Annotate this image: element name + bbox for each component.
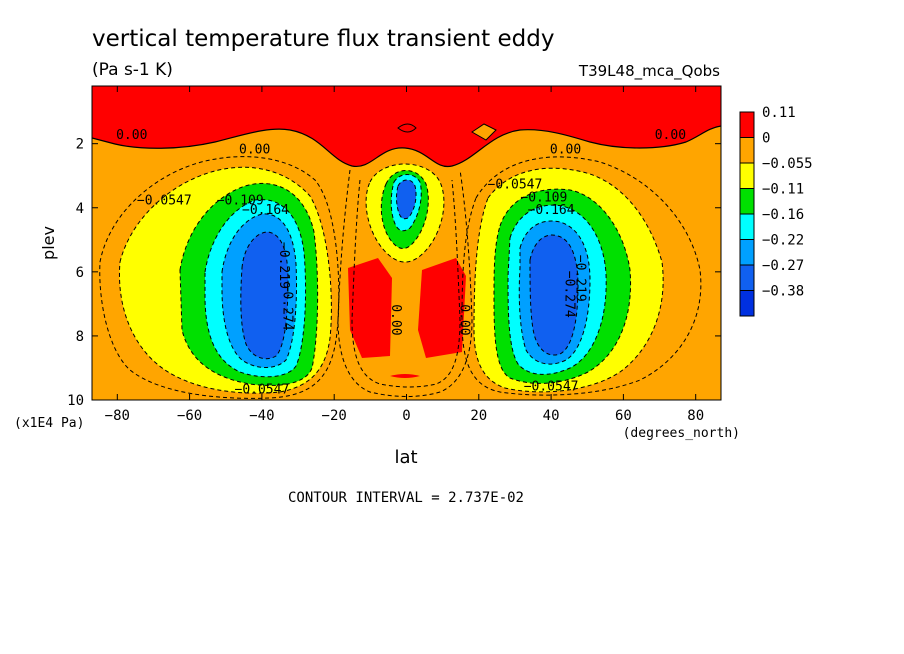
colorbar-swatch [739,137,755,164]
x-tick-label: −20 [322,408,347,424]
colorbar-swatch [739,264,755,291]
negative-contour-lines [99,156,702,399]
x-tick-label: −40 [249,408,274,424]
y-axis: 2 4 6 8 10 [67,137,721,409]
colorbar-swatch [739,213,755,240]
contour-label: −0.274 [562,271,577,318]
plot-area: 0.000.00 0.000.000.00 0.00−0.0547−0.0547−0… [92,86,721,400]
colorbar-swatch [739,111,755,138]
x-tick-label: 60 [615,408,632,424]
colorbar-swatch [739,239,755,266]
lower-right-positive-region [418,258,466,358]
contour-label: 0.00 [239,142,270,157]
x-axis-label: lat [394,447,417,468]
contour-interval-note: CONTOUR INTERVAL = 2.737E-02 [288,490,524,506]
upper-positive-region [92,86,721,167]
x-axis-units: (degrees_north) [623,426,740,441]
colorbar-swatch [739,290,755,317]
colorbar-label: −0.11 [762,182,804,198]
contour-label: 0.00 [116,128,147,143]
y-tick-label: 6 [76,265,84,281]
contour-label: −0.164 [528,203,575,218]
contour-label: −0.0547 [488,178,543,193]
contour-label: −0.164 [242,203,289,218]
colorbar: 0.11 0 −0.055 −0.11 −0.16 −0.22 −0.27 −0.38 [739,105,813,317]
cap-loop [397,123,417,133]
contour-label: −0.0547 [235,383,290,398]
x-tick-label: 20 [470,408,487,424]
y-tick-label: 2 [76,137,84,153]
colorbar-label: −0.38 [762,284,804,300]
y-tick-label: 10 [67,393,84,409]
y-axis-units: (x1E4 Pa) [14,416,84,431]
contour-label: −0.219 [572,255,587,302]
contour-labels: 0.000.00 0.000.000.00 0.00−0.0547−0.0547−0… [116,128,686,398]
contour-label: −0.109 [217,194,264,209]
cap-loop-east [471,123,497,141]
contour-label: 0.00 [550,142,581,157]
colorbar-label: −0.27 [762,258,804,274]
south-lobe-core [240,232,288,359]
chart-title: vertical temperature flux transient eddy [92,26,554,52]
colorbar-label: 0.11 [762,105,796,121]
y-tick-label: 4 [76,201,84,217]
bottom-positive-strip [390,374,420,378]
contour-label: −0.0547 [137,194,192,209]
x-tick-label: −60 [177,408,202,424]
lower-left-positive-region [348,258,392,358]
contour-label: −0.274 [280,284,295,331]
colorbar-swatch [739,188,755,215]
x-axis: −80 −60 −40 −20 0 20 40 60 80 [105,86,704,424]
contour-label: −0.0547 [524,379,579,394]
x-tick-label: 40 [543,408,560,424]
x-tick-label: 0 [402,408,410,424]
colorbar-label: 0 [762,131,770,147]
contour-label: −0.109 [520,190,567,205]
y-axis-label: plev [39,226,58,260]
x-tick-label: 80 [687,408,704,424]
contour-label: 0.00 [655,128,686,143]
zero-contour [92,125,721,168]
colorbar-label: −0.22 [762,233,804,249]
north-lobe-core [530,235,578,356]
run-label: T39L48_mca_Qobs [578,62,720,81]
colorbar-label: −0.16 [762,207,804,223]
contour-label: −0.219 [276,242,291,289]
chart-units: (Pa s-1 K) [92,60,173,80]
colorbar-swatch [739,162,755,189]
contour-label: 0.00 [457,304,472,335]
equator-lobe-core [396,180,417,219]
contour-label: 0.00 [388,304,403,335]
x-tick-label: −80 [105,408,130,424]
colorbar-label: −0.055 [762,156,813,172]
y-tick-label: 8 [76,329,84,345]
